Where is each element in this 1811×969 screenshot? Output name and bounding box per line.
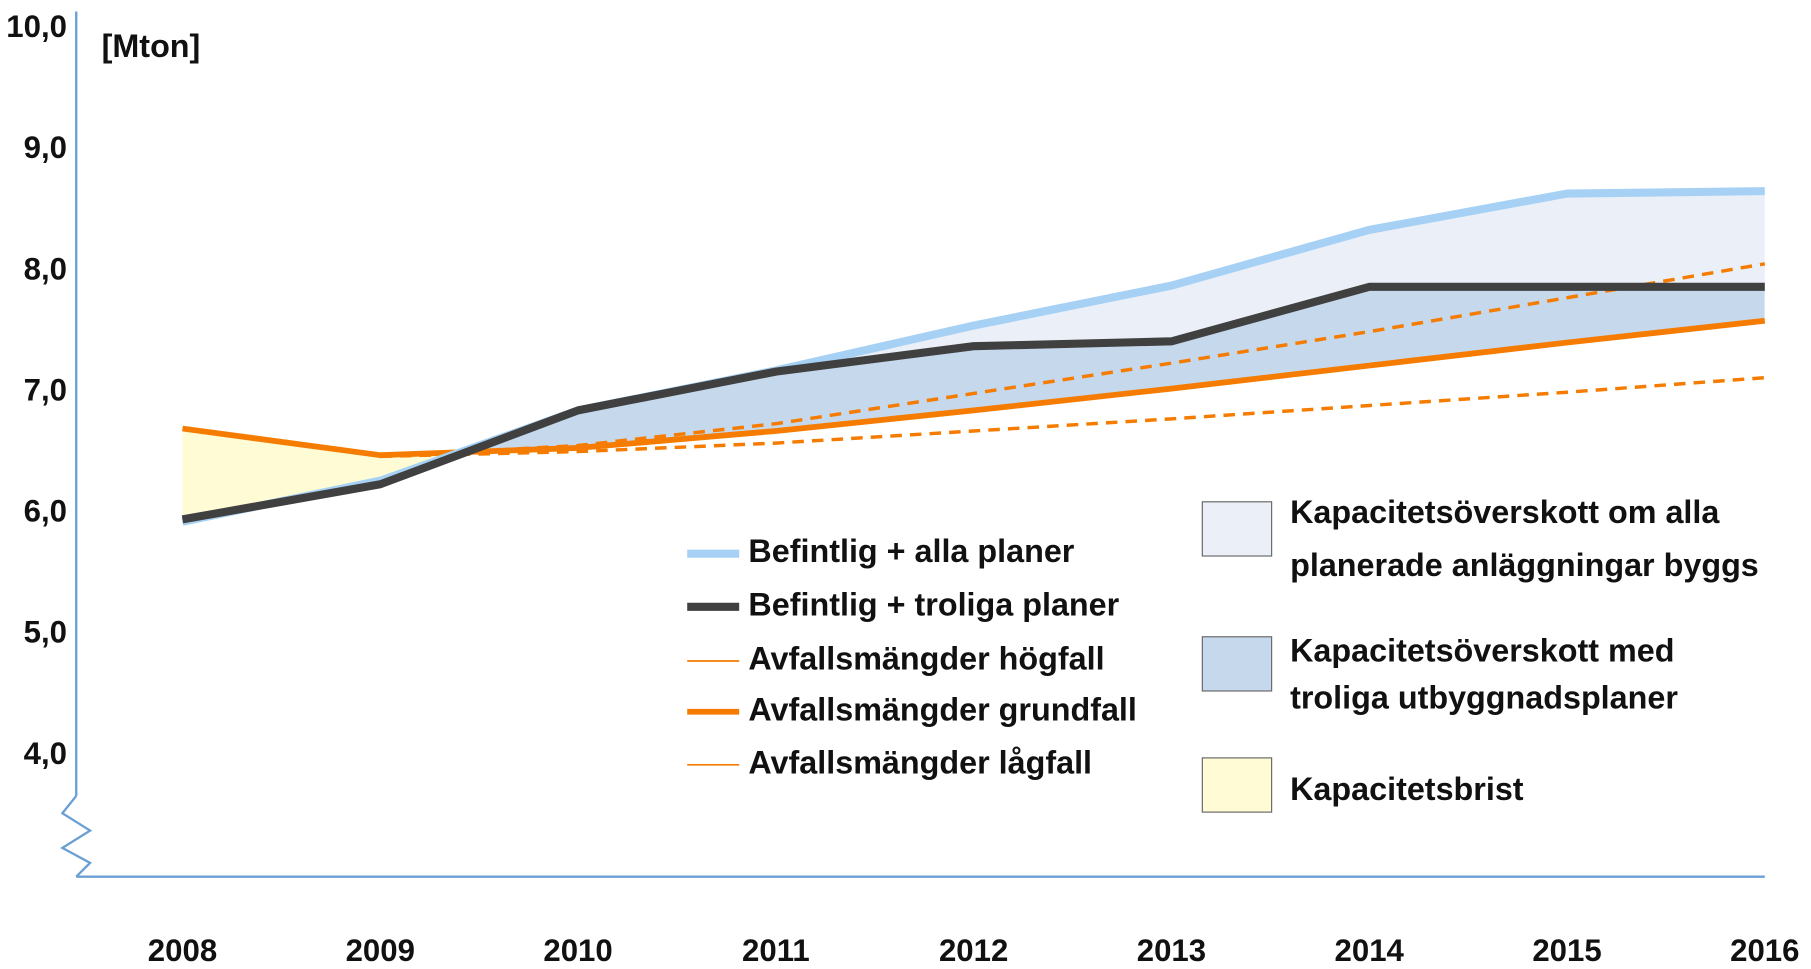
legend-label: troliga utbyggnadsplaner: [1290, 680, 1678, 716]
x-tick-label: 2014: [1335, 933, 1405, 968]
x-tick-label: 2015: [1532, 933, 1601, 968]
y-tick-label: 5,0: [24, 615, 67, 650]
x-tick-label: 2010: [543, 933, 612, 968]
legend-label: Avfallsmängder grundfall: [748, 691, 1136, 727]
x-tick-label: 2013: [1137, 933, 1206, 968]
y-tick-label: 6,0: [24, 494, 67, 529]
legend-label: Avfallsmängder högfall: [748, 641, 1104, 677]
legend-label: Kapacitetsöverskott med: [1290, 632, 1674, 668]
legend-box: [1201, 757, 1273, 813]
legend-box: [1201, 501, 1273, 557]
x-tick-label: 2011: [742, 933, 810, 968]
axis-break: [60, 795, 93, 878]
x-tick-label: 2008: [148, 933, 217, 968]
legend-label: Befintlig + troliga planer: [748, 586, 1119, 622]
x-tick-label: 2016: [1730, 933, 1799, 968]
series-line: [380, 375, 1765, 459]
y-axis-label: [Mton]: [102, 28, 201, 64]
y-tick-label: 4,0: [24, 736, 67, 771]
y-tick-label: 8,0: [24, 251, 67, 286]
series-line: [380, 262, 1766, 459]
legend-box: [1201, 636, 1273, 692]
series-line: [181, 282, 1765, 524]
area-fill: [182, 191, 1765, 522]
x-tick-label: 2009: [346, 933, 415, 968]
area-fill: [182, 286, 1765, 520]
x-tick-label: 2012: [939, 933, 1008, 968]
legend-label: Kapacitetsbrist: [1290, 771, 1524, 807]
y-tick-label: 7,0: [24, 372, 67, 407]
legend-label: planerade anläggningar byggs: [1290, 547, 1759, 583]
y-tick-label: 9,0: [24, 130, 67, 165]
y-tick-label: 10,0: [6, 9, 67, 44]
legend-label: Avfallsmängder lågfall: [748, 744, 1092, 780]
legend-label: Kapacitetsöverskott om alla: [1290, 494, 1720, 530]
legend-label: Befintlig + alla planer: [748, 533, 1074, 569]
